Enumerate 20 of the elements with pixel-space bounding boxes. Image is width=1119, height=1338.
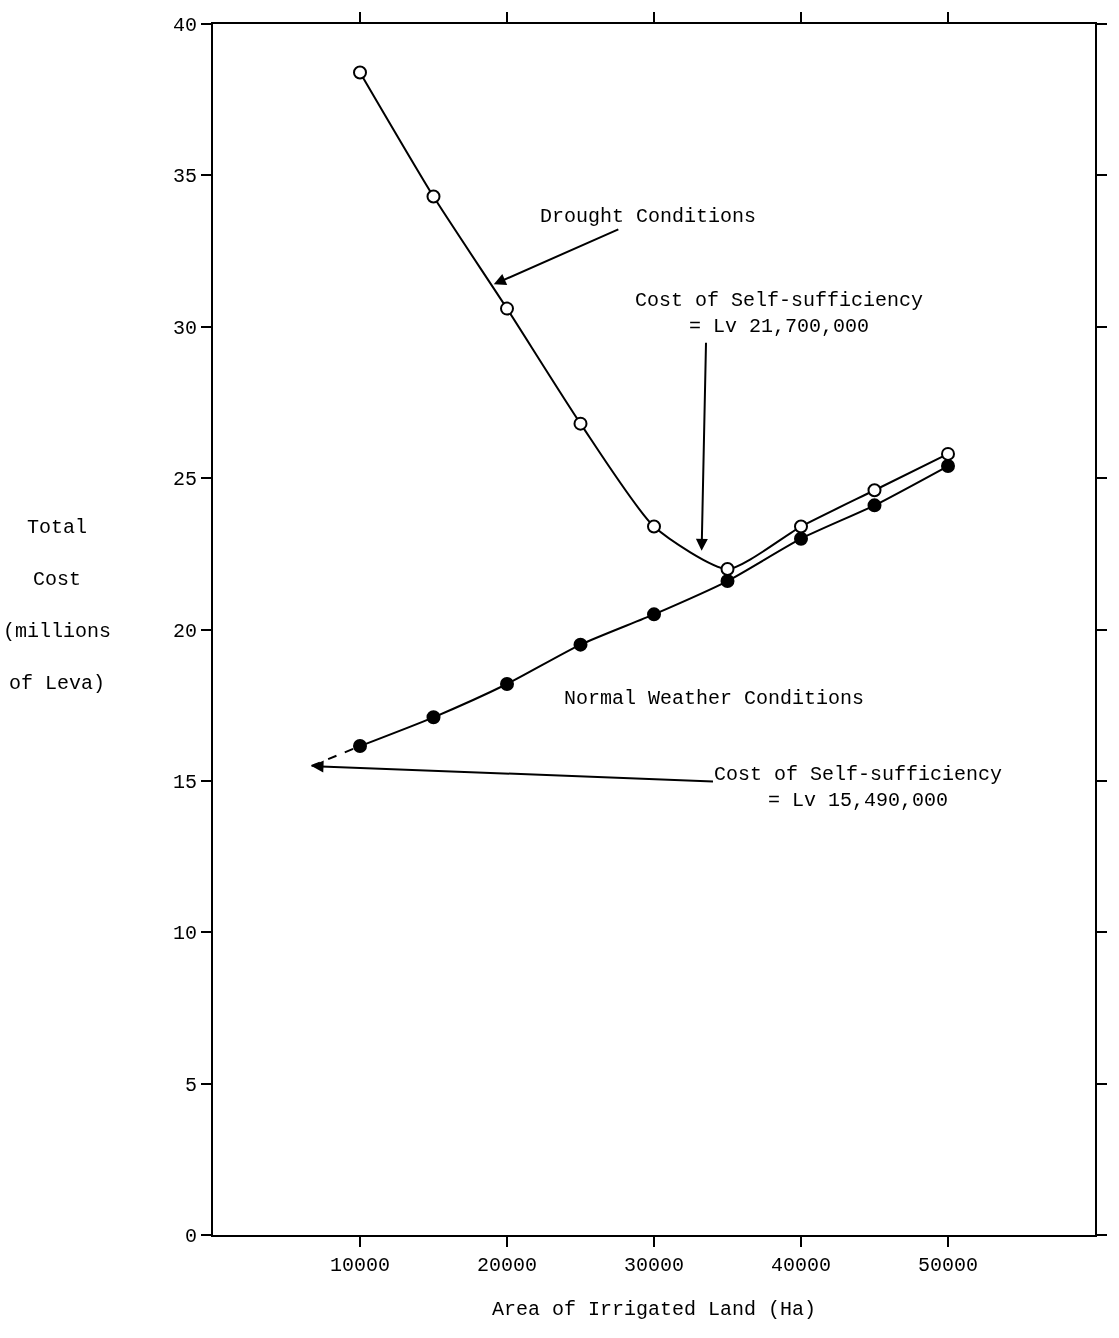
x-tick-label: 30000 xyxy=(623,1254,685,1277)
y-tick-label: 35 xyxy=(172,165,197,189)
x-tick-label: 40000 xyxy=(770,1254,832,1277)
y-tick-label: 30 xyxy=(172,316,197,340)
y-tick-label: 0 xyxy=(184,1225,197,1248)
y-tick-label: 25 xyxy=(172,468,197,492)
y-tick-label: 10 xyxy=(172,922,197,946)
annotation: Cost of Self-sufficiency = Lv 21,700,000 xyxy=(635,289,924,338)
x-axis-title: Area of Irrigated Land (Ha) xyxy=(491,1298,817,1321)
y-tick-label: 15 xyxy=(172,770,197,794)
y-tick-label: 20 xyxy=(172,619,197,643)
annotation: Drought Conditions xyxy=(540,205,757,228)
y-tick-label: 40 xyxy=(172,14,197,37)
annotation: Normal Weather Conditions xyxy=(564,687,865,710)
x-tick-label: 20000 xyxy=(476,1254,538,1277)
x-tick-label: 50000 xyxy=(917,1254,979,1277)
text: Total Cost (millions of Leva) xyxy=(3,516,112,695)
y-tick-label: 5 xyxy=(184,1073,197,1097)
x-tick-label: 10000 xyxy=(329,1254,391,1277)
annotation: Cost of Self-sufficiency = Lv 15,490,000 xyxy=(714,763,1003,812)
